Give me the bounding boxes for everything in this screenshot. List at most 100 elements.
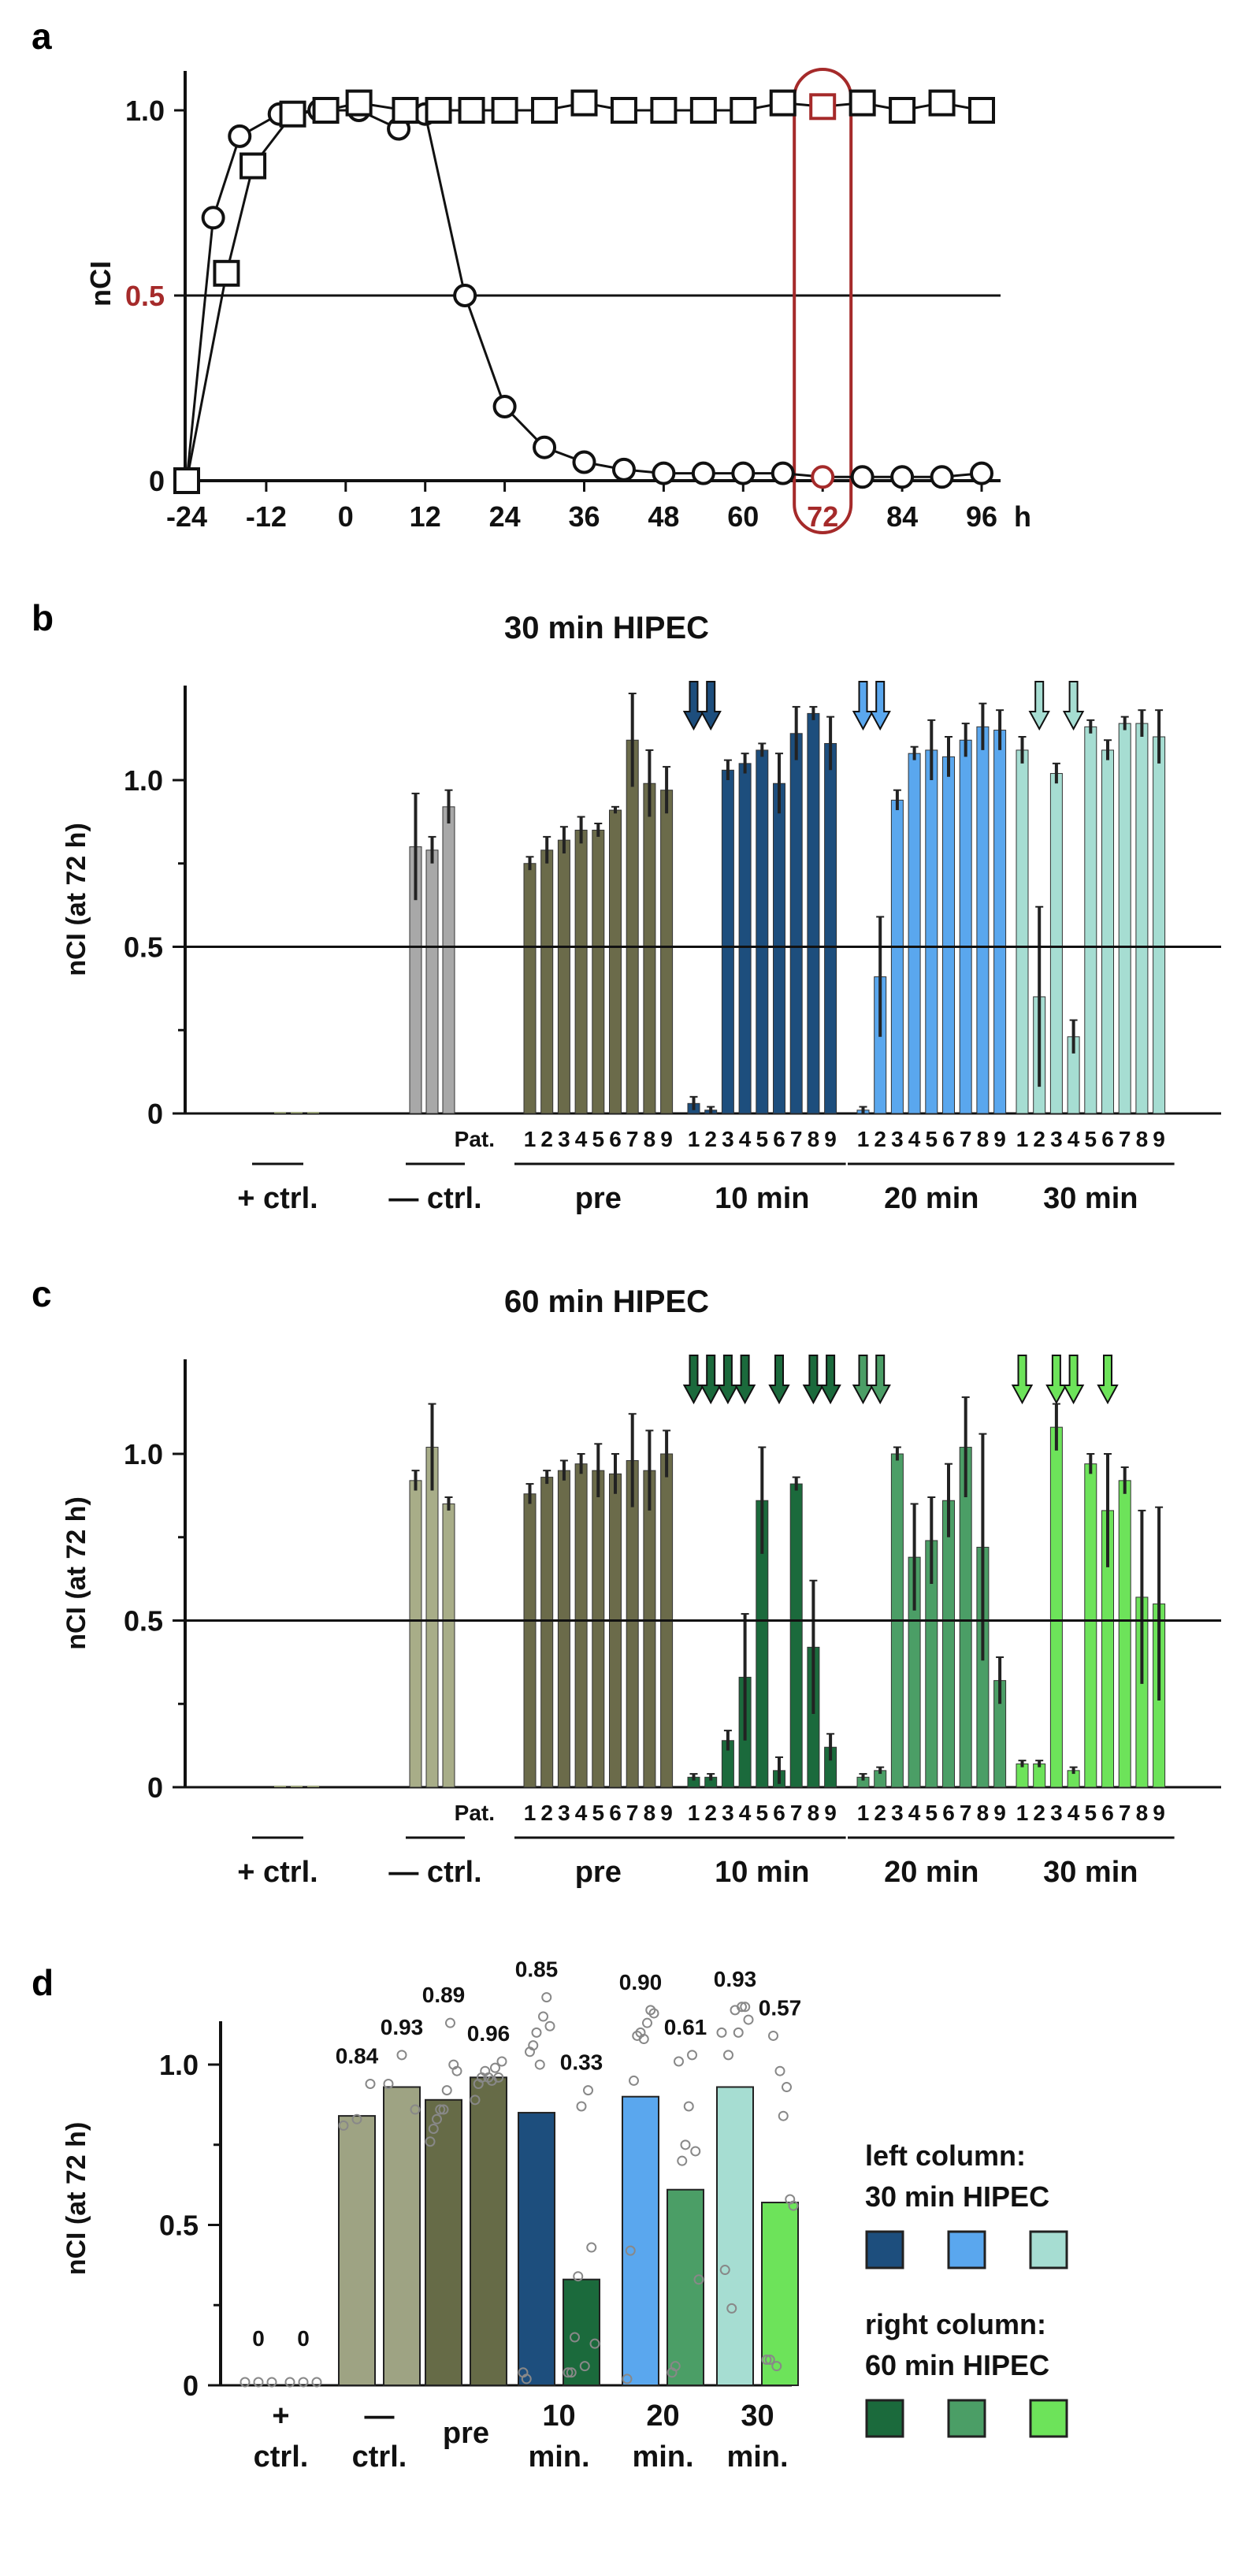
group-label: — ctrl. xyxy=(388,1856,481,1889)
arrow-marker xyxy=(1097,1355,1119,1405)
patient-number-label: 7 xyxy=(960,1127,972,1151)
patient-number-label: 4 xyxy=(575,1801,588,1825)
patient-number-label: 2 xyxy=(874,1127,886,1151)
bar xyxy=(908,753,921,1114)
bar xyxy=(442,1503,455,1788)
bar-value-label: 0.96 xyxy=(467,2021,511,2046)
data-point xyxy=(470,2095,481,2106)
bar xyxy=(738,763,752,1114)
bar-value-label: 0.93 xyxy=(714,1967,757,1991)
data-point-circle xyxy=(201,206,225,230)
patient-number-label: 2 xyxy=(874,1801,886,1825)
patient-number-label: 5 xyxy=(592,1127,605,1151)
x-tick-label: 0 xyxy=(338,500,354,533)
legend-swatch xyxy=(947,2399,986,2438)
arrow-marker xyxy=(802,1355,825,1405)
legend-swatch xyxy=(865,2230,904,2269)
data-point xyxy=(625,2245,636,2256)
patient-number-label: 1 xyxy=(688,1801,700,1825)
category-label: + xyxy=(272,2399,289,2433)
patient-number-label: 2 xyxy=(1033,1801,1045,1825)
arrow-marker xyxy=(852,681,875,731)
data-point xyxy=(726,2303,737,2314)
arrow-marker xyxy=(768,1355,790,1405)
y-tick-label: 0 xyxy=(149,465,165,497)
data-point xyxy=(761,2355,772,2366)
arrow-marker xyxy=(682,681,705,731)
data-point-circle xyxy=(492,395,517,418)
data-point xyxy=(490,2062,500,2073)
data-point xyxy=(737,2002,747,2013)
x-tick-label: 24 xyxy=(489,500,521,533)
highlight-72h-box xyxy=(793,68,853,534)
data-point xyxy=(774,2065,785,2076)
legend-title: 30 min HIPEC xyxy=(865,2180,1049,2213)
bar xyxy=(976,726,990,1114)
y-tick-label: 0 xyxy=(183,2370,199,2402)
patient-number-label: 5 xyxy=(756,1127,769,1151)
arrow-marker xyxy=(869,681,891,731)
data-point xyxy=(677,2155,688,2166)
panel-b-bar-chart: 30 min HIPEC 0 0.5 1.0 nCI (at 72 h) + ctrl. —… xyxy=(61,611,1221,1215)
data-point-circle xyxy=(970,461,993,485)
x-tick-label: 72 xyxy=(807,500,838,533)
patient-number-label: 9 xyxy=(993,1801,1006,1825)
legend-swatch xyxy=(947,2230,986,2269)
patient-number-label: 9 xyxy=(824,1127,837,1151)
category-label: 30 xyxy=(741,2399,774,2433)
patient-number-label: 8 xyxy=(1136,1127,1149,1151)
patient-number-label: 3 xyxy=(558,1801,570,1825)
patient-number-label: 6 xyxy=(1101,1127,1114,1151)
bar xyxy=(425,2098,462,2387)
data-point xyxy=(445,2017,455,2028)
bar-value-label: 0.85 xyxy=(515,1957,559,1982)
bar xyxy=(824,742,837,1114)
bar-value-label: 0.90 xyxy=(619,1970,663,1994)
bar xyxy=(1153,736,1166,1114)
patient-number-label: 8 xyxy=(644,1127,656,1151)
patient-number-label: 7 xyxy=(790,1127,803,1151)
y-tick-label: 0 xyxy=(147,1098,163,1130)
bar xyxy=(761,2202,799,2387)
data-point-square xyxy=(928,89,956,117)
patient-number-label: 8 xyxy=(644,1801,656,1825)
data-point xyxy=(778,2110,789,2121)
bar xyxy=(425,1447,439,1788)
y-axis-label: nCI (at 72 h) xyxy=(61,823,91,976)
patient-number-label: 8 xyxy=(808,1801,820,1825)
patient-number-label: 4 xyxy=(739,1127,752,1151)
y-tick-label: 0.5 xyxy=(124,1605,163,1637)
data-point-square xyxy=(279,100,306,128)
data-point-circle xyxy=(572,450,596,474)
arrow-marker xyxy=(1062,1355,1085,1405)
data-point xyxy=(629,2075,639,2086)
data-point-square xyxy=(849,89,876,117)
data-point xyxy=(683,2101,694,2112)
bar xyxy=(1084,1463,1097,1788)
data-point xyxy=(645,2005,656,2016)
patient-number-label: 6 xyxy=(942,1801,955,1825)
data-point xyxy=(483,2072,494,2083)
bar xyxy=(609,809,622,1114)
data-point xyxy=(534,2059,545,2070)
x-unit-label: h xyxy=(1014,500,1031,533)
data-point xyxy=(496,2056,507,2067)
series-line-squares xyxy=(185,102,982,481)
bar xyxy=(523,863,537,1114)
bar xyxy=(959,1447,972,1788)
data-point-circle xyxy=(533,435,557,459)
y-tick-label: 1.0 xyxy=(124,1438,163,1470)
bar xyxy=(523,1493,537,1788)
group-label: 30 min xyxy=(1043,1182,1138,1215)
data-point xyxy=(338,2120,349,2131)
data-point xyxy=(435,2104,446,2115)
group-label: pre xyxy=(575,1182,622,1215)
patient-number-label: 7 xyxy=(626,1801,639,1825)
bar-value-label: 0.61 xyxy=(664,2015,707,2039)
group-label: + ctrl. xyxy=(237,1856,317,1889)
patient-number-label: 1 xyxy=(524,1801,537,1825)
bar xyxy=(925,749,938,1114)
x-tick-label: -24 xyxy=(166,500,207,533)
data-point xyxy=(383,2078,394,2089)
